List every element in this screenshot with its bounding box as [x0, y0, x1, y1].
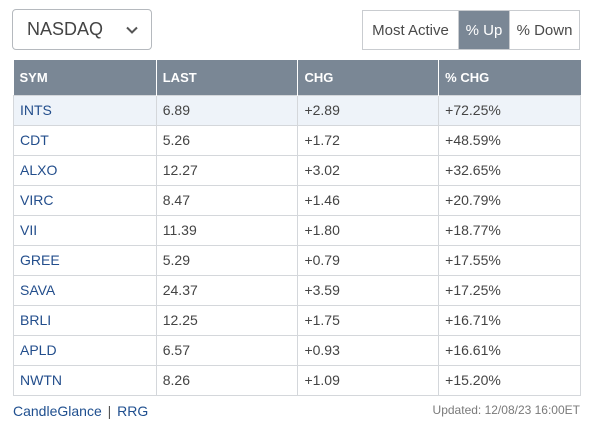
cell-last: 24.37	[155, 274, 299, 306]
cell-last: 8.26	[155, 364, 299, 396]
footer-separator: |	[107, 403, 112, 419]
cell-percent-change: +16.61%	[438, 334, 581, 366]
chevron-down-icon	[126, 26, 138, 34]
cell-symbol: INTS	[13, 94, 157, 126]
symbol-link[interactable]: BRLI	[20, 312, 52, 328]
cell-last: 6.89	[155, 94, 299, 126]
symbol-link[interactable]: NWTN	[20, 372, 62, 388]
movers-table: SYM LAST CHG % CHG INTS 6.89 +2.89 +72.25% C…	[13, 60, 581, 396]
symbol-link[interactable]: APLD	[20, 342, 57, 358]
cell-symbol: GREE	[13, 244, 157, 276]
cell-last: 6.57	[155, 334, 299, 366]
symbol-link[interactable]: ALXO	[20, 162, 58, 178]
rrg-link[interactable]: RRG	[117, 403, 149, 419]
cell-percent-change: +15.20%	[438, 364, 581, 396]
table-row[interactable]: GREE 5.29 +0.79 +17.55%	[13, 244, 581, 276]
exchange-select[interactable]: NASDAQ	[12, 9, 152, 50]
cell-symbol: VIRC	[13, 184, 157, 216]
cell-last: 12.25	[155, 304, 299, 336]
cell-percent-change: +16.71%	[438, 304, 581, 336]
symbol-link[interactable]: SAVA	[20, 282, 56, 298]
table-row[interactable]: NWTN 8.26 +1.09 +15.20%	[13, 364, 581, 396]
cell-last: 5.29	[155, 244, 299, 276]
col-header-pct-chg[interactable]: % CHG	[438, 60, 581, 95]
cell-change: +3.02	[297, 154, 440, 186]
exchange-select-value: NASDAQ	[27, 19, 104, 39]
col-header-chg[interactable]: CHG	[297, 60, 440, 95]
cell-percent-change: +20.79%	[438, 184, 581, 216]
cell-change: +0.93	[297, 334, 440, 366]
percent-up-button[interactable]: % Up	[459, 11, 510, 49]
cell-change: +1.75	[297, 304, 440, 336]
cell-last: 5.26	[155, 124, 299, 156]
cell-symbol: CDT	[13, 124, 157, 156]
table-row[interactable]: BRLI 12.25 +1.75 +16.71%	[13, 304, 581, 336]
cell-change: +2.89	[297, 94, 440, 126]
table-row[interactable]: INTS 6.89 +2.89 +72.25%	[13, 94, 581, 126]
candleglance-link[interactable]: CandleGlance	[13, 403, 102, 419]
cell-change: +3.59	[297, 274, 440, 306]
table-row[interactable]: VII 11.39 +1.80 +18.77%	[13, 214, 581, 246]
cell-last: 12.27	[155, 154, 299, 186]
symbol-link[interactable]: VII	[20, 222, 38, 238]
cell-percent-change: +18.77%	[438, 214, 581, 246]
most-active-button[interactable]: Most Active	[363, 11, 459, 49]
cell-symbol: SAVA	[13, 274, 157, 306]
symbol-link[interactable]: CDT	[20, 132, 49, 148]
table-row[interactable]: VIRC 8.47 +1.46 +20.79%	[13, 184, 581, 216]
cell-symbol: ALXO	[13, 154, 157, 186]
cell-last: 8.47	[155, 184, 299, 216]
cell-change: +1.46	[297, 184, 440, 216]
table-row[interactable]: ALXO 12.27 +3.02 +32.65%	[13, 154, 581, 186]
cell-change: +1.72	[297, 124, 440, 156]
cell-symbol: VII	[13, 214, 157, 246]
symbol-link[interactable]: GREE	[20, 252, 60, 268]
cell-change: +1.09	[297, 364, 440, 396]
cell-last: 11.39	[155, 214, 299, 246]
mover-type-toggle: Most Active % Up % Down	[362, 10, 580, 50]
updated-timestamp: Updated: 12/08/23 16:00ET	[432, 403, 580, 417]
table-row[interactable]: CDT 5.26 +1.72 +48.59%	[13, 124, 581, 156]
cell-symbol: BRLI	[13, 304, 157, 336]
symbol-link[interactable]: INTS	[20, 102, 52, 118]
table-header-row: SYM LAST CHG % CHG	[13, 60, 581, 95]
cell-change: +1.80	[297, 214, 440, 246]
symbol-link[interactable]: VIRC	[20, 192, 54, 208]
cell-percent-change: +72.25%	[438, 94, 581, 126]
cell-percent-change: +32.65%	[438, 154, 581, 186]
table-row[interactable]: APLD 6.57 +0.93 +16.61%	[13, 334, 581, 366]
percent-down-button[interactable]: % Down	[510, 11, 579, 49]
table-row[interactable]: SAVA 24.37 +3.59 +17.25%	[13, 274, 581, 306]
cell-percent-change: +17.25%	[438, 274, 581, 306]
cell-symbol: NWTN	[13, 364, 157, 396]
col-header-sym[interactable]: SYM	[13, 60, 157, 95]
footer-links: CandleGlance | RRG	[13, 403, 148, 419]
cell-symbol: APLD	[13, 334, 157, 366]
col-header-last[interactable]: LAST	[156, 60, 299, 95]
cell-percent-change: +48.59%	[438, 124, 581, 156]
cell-change: +0.79	[297, 244, 440, 276]
cell-percent-change: +17.55%	[438, 244, 581, 276]
